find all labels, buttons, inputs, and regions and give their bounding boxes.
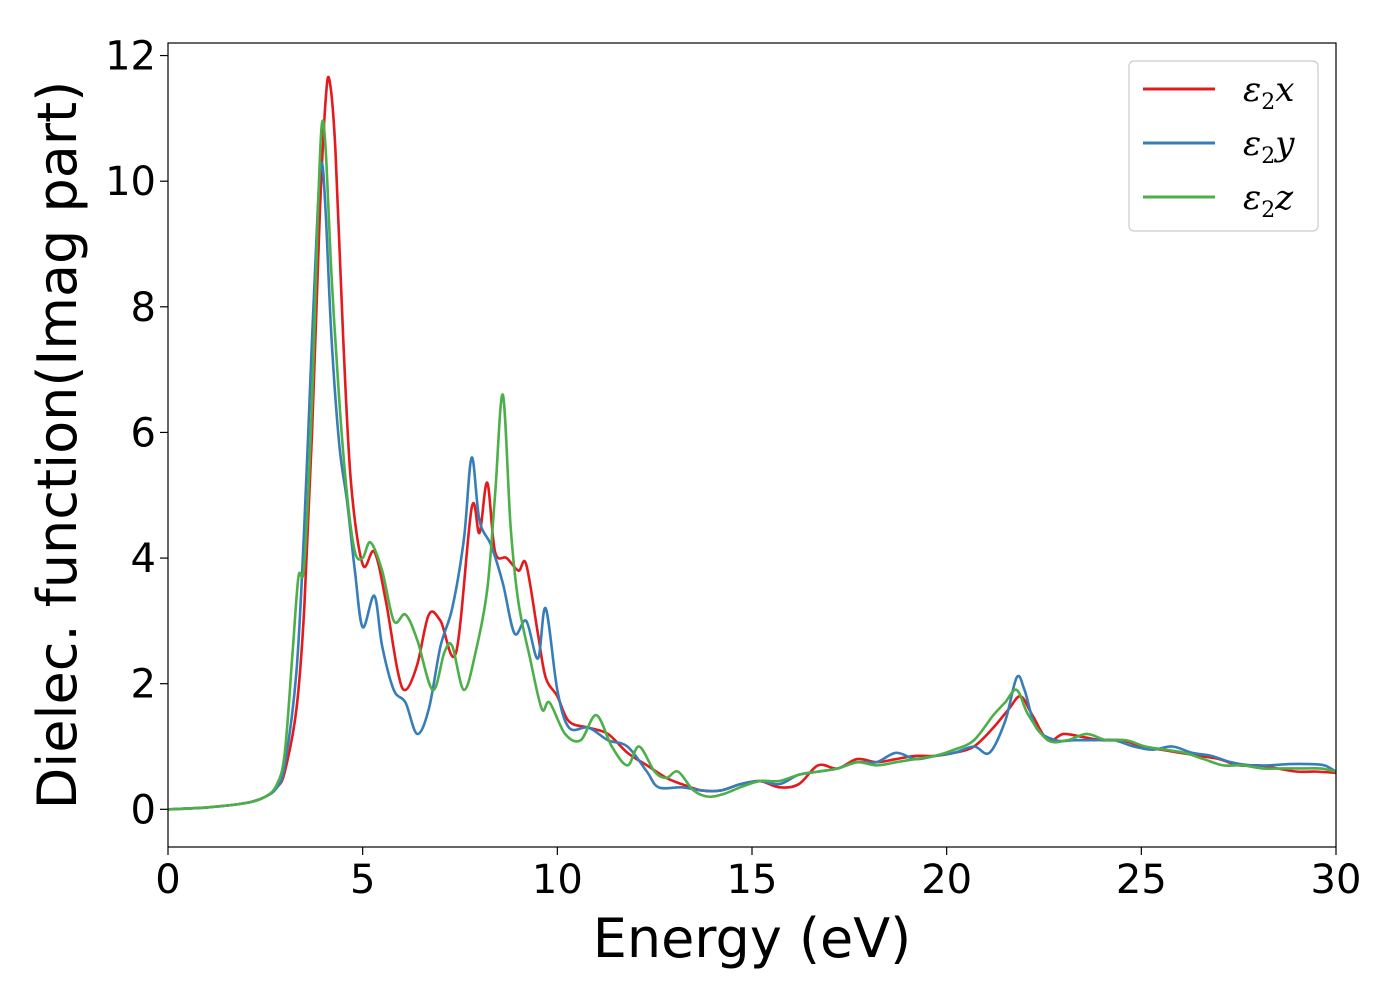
y-tick-label: 2 <box>131 662 156 708</box>
y-tick-label: 0 <box>131 787 156 833</box>
axis-ticks: 0 5 10 15 20 25 30 0 2 4 6 8 10 12 <box>105 34 1361 903</box>
legend-label-y: ε2y <box>1243 124 1295 169</box>
plot-lines <box>168 75 1336 811</box>
legend-label-z: ε2z <box>1243 178 1294 223</box>
series-line-y <box>168 161 1336 811</box>
y-tick-label: 6 <box>131 410 156 456</box>
y-axis-title: Dielec. function(Imag part) <box>26 81 89 810</box>
y-tick-label: 8 <box>131 285 156 331</box>
y-tick-label: 4 <box>131 536 156 582</box>
series-line-z <box>168 119 1336 811</box>
x-tick-label: 5 <box>350 857 375 903</box>
x-tick-label: 10 <box>532 857 583 903</box>
x-axis-title: Energy (eV) <box>593 907 912 970</box>
x-tick-label: 0 <box>155 857 180 903</box>
x-tick-label: 30 <box>1311 857 1362 903</box>
y-tick-label: 10 <box>105 159 156 205</box>
x-tick-label: 15 <box>727 857 778 903</box>
legend-box <box>1128 60 1319 232</box>
y-tick-label: 12 <box>105 34 156 80</box>
legend-label-x: ε2x <box>1243 70 1294 115</box>
legend: ε2x ε2y ε2z <box>1128 60 1319 232</box>
x-tick-label: 25 <box>1116 857 1167 903</box>
x-tick-label: 20 <box>921 857 972 903</box>
